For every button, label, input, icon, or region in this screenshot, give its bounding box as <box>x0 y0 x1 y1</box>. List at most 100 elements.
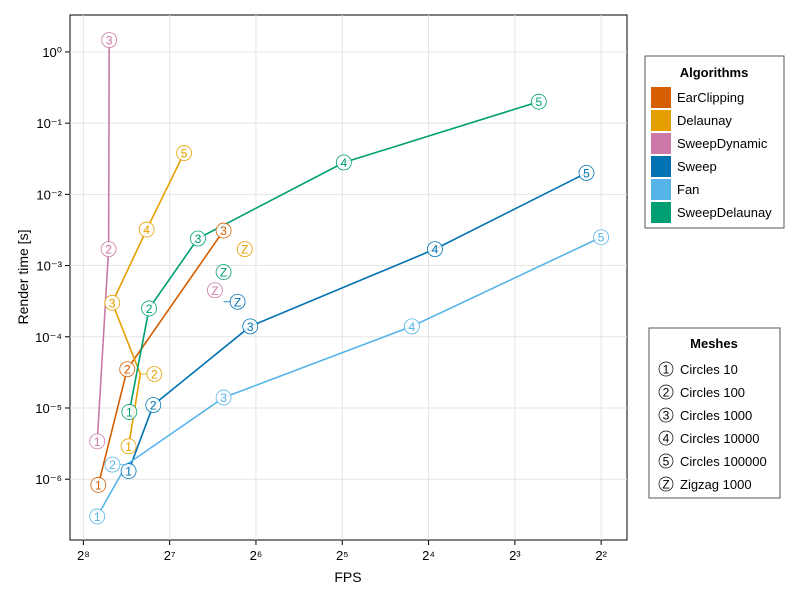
point-marker <box>215 264 232 280</box>
point-marker-label: 2 <box>105 243 112 257</box>
point-marker-label: 1 <box>125 465 132 479</box>
point-marker-label: 1 <box>126 405 133 419</box>
legend-mesh-marker <box>658 361 674 377</box>
data-point-sweep-Z: Z <box>223 293 246 310</box>
point-marker <box>89 433 106 450</box>
legend-entry-label: SweepDynamic <box>677 136 768 151</box>
data-point-sweep-2: 2 <box>145 397 162 413</box>
point-marker-label: 3 <box>109 296 116 310</box>
data-point-delaunay-4: 4 <box>138 221 155 238</box>
legend-entry-label: Circles 100000 <box>680 454 767 469</box>
x-tick-label: 2⁶ <box>250 548 263 563</box>
x-tick-label: 2⁵ <box>336 548 349 563</box>
data-point-sweep-5: 5 <box>578 165 595 181</box>
y-tick-label: 10⁻³ <box>36 259 62 274</box>
x-tick-label: 2⁸ <box>77 548 90 563</box>
legend-entry-label: Fan <box>677 182 699 197</box>
point-marker <box>207 282 223 299</box>
point-marker-label: 5 <box>598 231 605 245</box>
data-point-sweepdelaunay-3: 3 <box>190 230 206 247</box>
point-marker <box>530 93 547 110</box>
legend-entry-label: Circles 10000 <box>680 431 760 446</box>
data-point-sweepdynamic-1: 1 <box>89 433 106 450</box>
point-marker-label: 1 <box>94 510 101 524</box>
point-marker <box>120 463 137 479</box>
x-tick-label: 2⁷ <box>164 548 176 563</box>
data-point-earclipping-1: 1 <box>90 477 107 493</box>
legend-mesh-marker <box>658 407 674 423</box>
legend-mesh-marker <box>658 453 674 469</box>
point-marker-label: 1 <box>95 478 102 492</box>
legend-color-swatch <box>651 133 671 154</box>
point-marker-label: 4 <box>340 156 347 170</box>
legend-meshes: Meshes 1 Circles 10 2 Circles 100 3 Circles 1… <box>648 327 781 499</box>
data-point-delaunay-Z: Z <box>236 241 253 258</box>
x-tick-label: 2⁴ <box>422 548 435 563</box>
data-point-fan-1: 1 <box>89 508 106 525</box>
data-point-sweepdelaunay-5: 5 <box>530 93 547 110</box>
data-point-delaunay-1: 1 <box>120 438 137 455</box>
legend-algorithms-title: Algorithms <box>680 65 749 80</box>
point-marker <box>146 366 163 382</box>
point-marker <box>121 404 138 420</box>
legend-color-swatch <box>651 179 671 200</box>
point-marker <box>176 145 192 161</box>
data-point-fan-4: 4 <box>403 318 420 335</box>
point-marker-label: Z <box>211 284 218 298</box>
point-marker <box>403 318 420 335</box>
legend-entry-label: Delaunay <box>677 113 732 128</box>
legend-mesh-marker-label: 5 <box>663 455 670 469</box>
y-tick-label: 10⁻¹ <box>36 116 62 131</box>
y-axis-label: Render time [s] <box>15 230 31 325</box>
point-marker <box>101 32 118 48</box>
point-marker-label: 3 <box>220 224 227 238</box>
point-marker <box>90 477 107 493</box>
data-point-sweep-4: 4 <box>427 241 443 258</box>
point-marker <box>100 241 117 258</box>
point-marker-label: 2 <box>150 399 157 413</box>
point-marker <box>242 318 259 335</box>
data-point-sweep-1: 1 <box>120 463 137 479</box>
point-marker-label: 5 <box>535 95 542 109</box>
legend-color-swatch <box>651 156 671 177</box>
point-marker-label: Z <box>234 295 241 309</box>
x-tick-label: 2² <box>595 548 607 563</box>
data-point-fan-3: 3 <box>215 389 232 406</box>
data-point-sweepdelaunay-1: 1 <box>121 404 138 420</box>
point-marker-label: 2 <box>109 458 116 472</box>
point-marker-label: Z <box>241 243 248 257</box>
point-marker-label: 2 <box>124 363 131 377</box>
data-point-sweepdelaunay-2: 2 <box>141 300 157 317</box>
point-marker-label: 3 <box>247 320 254 334</box>
data-point-sweepdelaunay-4: 4 <box>335 154 352 171</box>
point-marker <box>120 438 137 455</box>
data-point-earclipping-2: 2 <box>119 361 136 378</box>
point-marker-label: 4 <box>143 223 150 237</box>
point-marker <box>89 508 106 525</box>
point-marker-label: 3 <box>220 391 227 405</box>
legend-entry-label: Circles 100 <box>680 385 745 400</box>
legend-mesh-marker-label: 1 <box>663 363 670 377</box>
point-marker <box>236 241 253 258</box>
data-point-sweep-3: 3 <box>242 318 259 335</box>
legend-color-swatch <box>651 202 671 223</box>
point-marker <box>593 229 610 246</box>
point-marker <box>229 293 246 310</box>
data-point-sweepdynamic-Z: Z <box>207 282 223 299</box>
point-marker-label: 1 <box>125 440 132 454</box>
legend-color-swatch <box>651 110 671 131</box>
axis-ticks: 2⁸ 2⁷ 2⁶ 2⁵ 2⁴ 2³ 2² 10⁰ 10⁻¹ 10⁻² 10⁻³ 10⁻⁴ 10⁻⁵ 10⁻… <box>35 45 608 563</box>
point-marker <box>578 165 595 181</box>
point-marker-label: Z <box>220 266 227 280</box>
point-marker <box>145 397 162 413</box>
data-point-earclipping-3: 3 <box>215 222 232 239</box>
data-point-delaunay-3: 3 <box>104 294 121 311</box>
data-point-fan-5: 5 <box>593 229 610 246</box>
point-marker <box>119 361 136 378</box>
point-marker-label: 4 <box>408 320 415 334</box>
plot-frame <box>69 14 628 541</box>
legend-entry-label: Circles 1000 <box>680 408 752 423</box>
point-marker-label: 4 <box>432 243 439 257</box>
